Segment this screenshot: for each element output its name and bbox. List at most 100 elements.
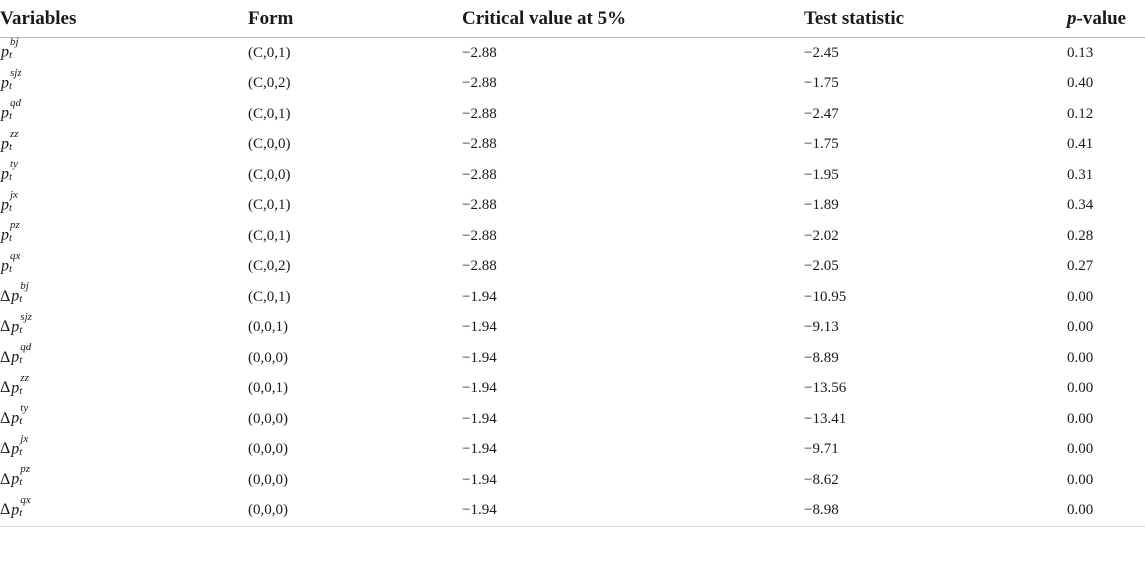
variable-symbol: p ty t [1, 159, 18, 186]
variable-symbol: p qx t [11, 494, 30, 522]
table-header: Variables Form Critical value at 5% Test… [0, 0, 1145, 38]
variable-symbol: p bj t [1, 37, 19, 64]
header-variables: Variables [0, 0, 248, 38]
cell-p-value: 0.41 [1067, 136, 1094, 153]
variable-superscript: bj [10, 36, 19, 49]
cell-variable: Δp sjz t [0, 310, 248, 344]
cell-variable: Δp pz t [0, 464, 248, 496]
cell-form: (C,0,0) [248, 136, 291, 153]
cell-test-statistic: −9.13 [804, 319, 839, 336]
cell-variable: p qd t [0, 97, 248, 130]
variable-superscript: zz [20, 371, 29, 384]
delta-symbol: Δ [0, 348, 11, 366]
cell-p-value: 0.00 [1067, 380, 1094, 397]
cell-p-value: 0.31 [1067, 166, 1094, 183]
variable-symbol: p sjz t [1, 67, 22, 95]
cell-p-value: 0.00 [1067, 471, 1094, 488]
variable-superscript: sjz [10, 66, 22, 79]
cell-form: (0,0,1) [248, 319, 288, 336]
cell-test-statistic: −2.45 [804, 44, 839, 61]
table-row: Δp ty t (0,0,0) −1.94 −13.41 0.00 [0, 403, 1145, 435]
cell-test-statistic: −2.05 [804, 258, 839, 275]
table-row: Δp sjz t (0,0,1) −1.94 −9.13 0.00 [0, 310, 1145, 344]
cell-p-value: 0.12 [1067, 105, 1094, 122]
cell-p-value: 0.00 [1067, 349, 1094, 366]
variable-subscript: t [9, 262, 13, 275]
cell-critical-value: −1.94 [462, 288, 497, 305]
variable-subscript: t [9, 49, 13, 62]
variable-symbol: p pz t [11, 464, 30, 491]
variable-base: p [11, 409, 20, 427]
variable-symbol: p qd t [11, 342, 31, 369]
variable-base: p [1, 135, 9, 153]
table-row: p pz t (C,0,1) −2.88 −2.02 0.28 [0, 220, 1145, 252]
cell-test-statistic: −1.75 [804, 75, 839, 92]
cell-variable: p bj t [0, 37, 248, 69]
delta-symbol: Δ [0, 379, 11, 397]
cell-form: (0,0,0) [248, 495, 462, 527]
variable-superscript: qd [10, 97, 21, 110]
variable-symbol: p jx t [1, 189, 18, 217]
cell-form: (C,0,1) [248, 197, 291, 214]
variable-base: p [1, 43, 9, 61]
table-row: p qd t (C,0,1) −2.88 −2.47 0.12 [0, 97, 1145, 130]
variable-base: p [1, 165, 9, 183]
header-row: Variables Form Critical value at 5% Test… [0, 0, 1145, 38]
delta-symbol: Δ [0, 318, 11, 336]
variable-superscript: jx [20, 432, 29, 445]
cell-critical-value: −2.88 [462, 166, 497, 183]
cell-variable: Δp zz t [0, 371, 248, 405]
delta-symbol: Δ [0, 409, 11, 427]
header-test-statistic: Test statistic [804, 0, 1067, 38]
cell-critical-value: −2.88 [462, 227, 497, 244]
cell-test-statistic: −1.75 [804, 136, 839, 153]
variable-symbol: p jx t [11, 433, 28, 461]
header-p-value-rest: -value [1076, 7, 1127, 29]
cell-variable: p qx t [0, 250, 248, 283]
cell-form: (0,0,0) [248, 410, 288, 427]
cell-p-value: 0.40 [1067, 75, 1094, 92]
cell-test-statistic: −10.95 [804, 288, 847, 305]
variable-subscript: t [19, 476, 23, 489]
table-row: p sjz t (C,0,2) −2.88 −1.75 0.40 [0, 67, 1145, 100]
cell-form: (C,0,1) [248, 105, 291, 122]
cell-test-statistic: −2.02 [804, 227, 839, 244]
cell-critical-value: −1.94 [462, 471, 497, 488]
variable-base: p [11, 501, 20, 519]
variable-symbol: p pz t [1, 220, 20, 247]
variable-superscript: qd [20, 341, 32, 354]
cell-variable: Δp bj t [0, 281, 248, 313]
cell-variable: Δp qd t [0, 342, 248, 374]
cell-critical-value: −2.88 [462, 197, 497, 214]
cell-variable: Δp ty t [0, 403, 248, 435]
cell-critical-value: −2.88 [462, 258, 497, 275]
variable-subscript: t [9, 110, 13, 123]
variable-base: p [1, 257, 9, 275]
variable-superscript: pz [20, 463, 31, 476]
cell-variable: p pz t [0, 220, 248, 252]
cell-form: (C,0,1) [248, 227, 291, 244]
cell-form: (0,0,0) [248, 349, 288, 366]
variable-symbol: p zz t [1, 128, 19, 156]
cell-p-value: 0.00 [1067, 441, 1094, 458]
header-p-value: p-value [1067, 0, 1145, 38]
cell-variable: p sjz t [0, 67, 248, 100]
cell-critical-value: −2.88 [462, 105, 497, 122]
variable-subscript: t [9, 232, 13, 245]
cell-p-value: 0.27 [1067, 258, 1094, 275]
cell-form: (C,0,1) [248, 44, 291, 61]
table-row: Δp jx t (0,0,0) −1.94 −9.71 0.00 [0, 433, 1145, 466]
variable-base: p [1, 104, 9, 122]
variable-subscript: t [9, 79, 13, 92]
unit-root-test-table-container: Variables Form Critical value at 5% Test… [0, 0, 1145, 527]
header-p-value-italic: p [1067, 7, 1077, 29]
cell-form: (C,0,0) [248, 166, 291, 183]
variable-subscript: t [9, 201, 13, 214]
variable-superscript: zz [10, 127, 19, 140]
variable-symbol: p qx t [1, 250, 20, 278]
cell-p-value: 0.28 [1067, 227, 1094, 244]
cell-test-statistic: −13.41 [804, 410, 847, 427]
variable-subscript: t [19, 415, 23, 428]
variable-subscript: t [19, 354, 23, 367]
variable-superscript: sjz [20, 310, 32, 323]
